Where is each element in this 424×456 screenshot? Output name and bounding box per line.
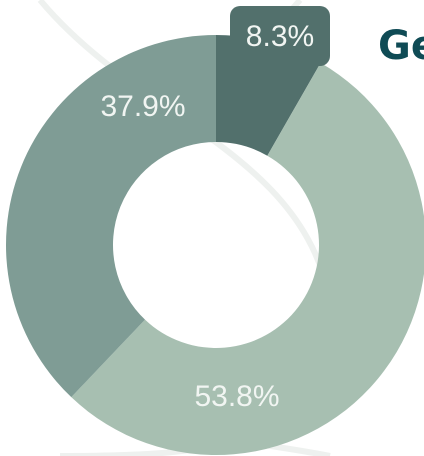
value-label: 8.3%: [246, 20, 314, 53]
value-label: 53.8%: [194, 380, 279, 413]
chart: Ge 8.3% 53.8% 37.9%: [0, 0, 424, 456]
page: {"chart_data": {"type": "donut", "title"…: [0, 0, 424, 456]
value-label: 37.9%: [100, 90, 185, 123]
chart-title: Ge: [378, 23, 424, 69]
